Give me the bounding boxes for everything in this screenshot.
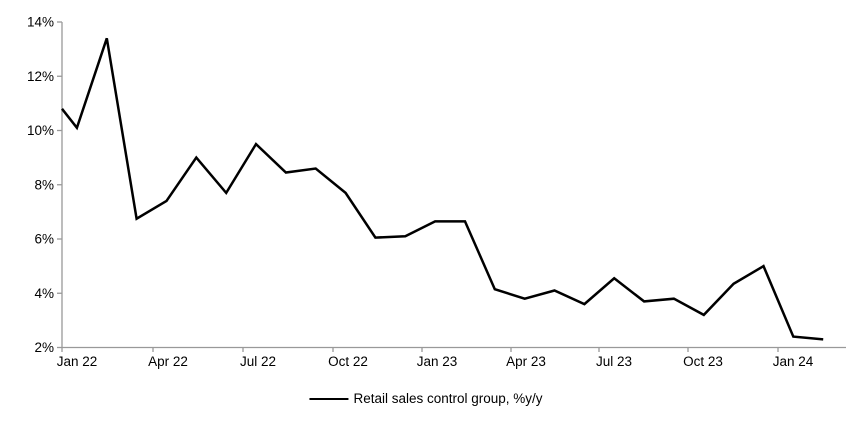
x-axis-tick-label: Jul 22: [240, 354, 276, 369]
y-axis-tick-label: 12%: [27, 69, 54, 84]
x-axis-tick-label: Apr 22: [148, 354, 188, 369]
legend: Retail sales control group, %y/y: [309, 391, 543, 406]
x-axis-tick-label: Apr 23: [506, 354, 546, 369]
series-line-retail-sales: [61, 37, 824, 341]
x-axis-tick-label: Oct 23: [683, 354, 723, 369]
x-axis-tick-label: Jan 23: [417, 354, 458, 369]
legend-line-sample: [309, 397, 349, 400]
x-axis-tick-label: Oct 22: [328, 354, 368, 369]
y-axis-tick-label: 10%: [27, 123, 54, 138]
x-axis-tick-label: Jan 22: [57, 354, 98, 369]
y-axis-tick-label: 6%: [34, 232, 54, 247]
legend-label: Retail sales control group, %y/y: [353, 391, 543, 406]
y-axis-tick-label: 4%: [34, 286, 54, 301]
y-axis-tick-label: 8%: [34, 177, 54, 192]
y-axis-tick-label: 2%: [34, 340, 54, 355]
x-axis-tick-label: Jul 23: [596, 354, 632, 369]
y-axis-tick-label: 14%: [27, 15, 54, 30]
x-axis-tick-label: Jan 24: [773, 354, 814, 369]
